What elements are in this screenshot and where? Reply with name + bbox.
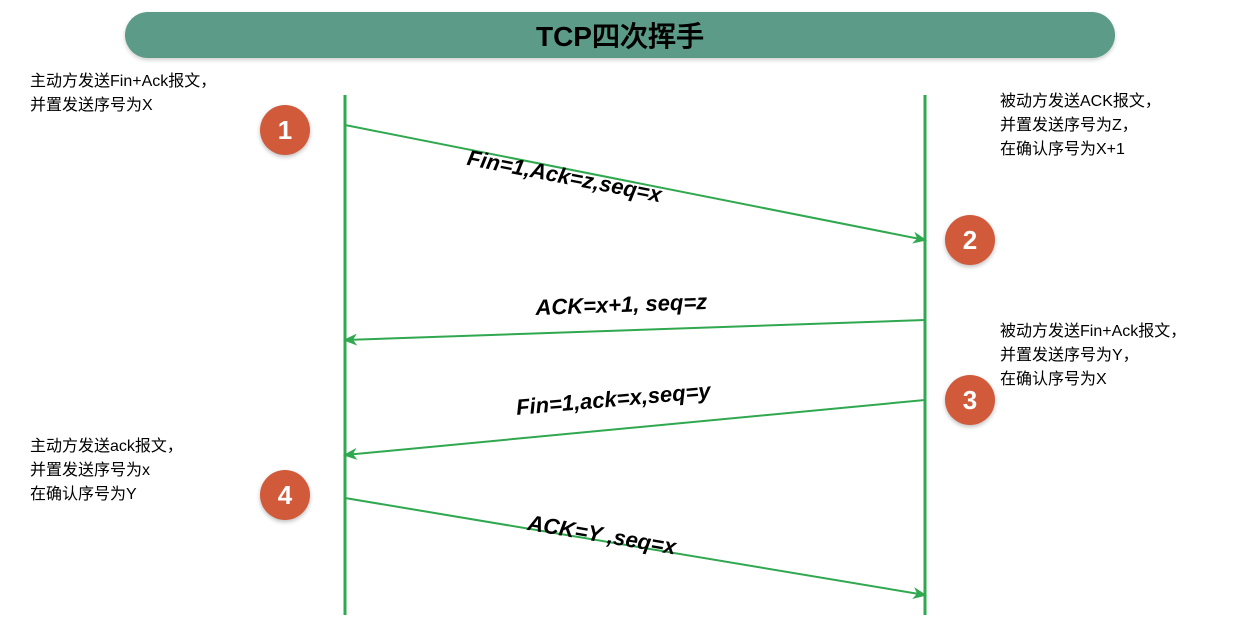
description-d2: 被动方发送ACK报文， 并置发送序号为Z， 在确认序号为X+1 xyxy=(1000,90,1230,162)
description-d3: 被动方发送Fin+Ack报文， 并置发送序号为Y， 在确认序号为X xyxy=(1000,320,1240,392)
step-badge-4: 4 xyxy=(260,470,310,520)
step-badge-1: 1 xyxy=(260,105,310,155)
step-badge-2: 2 xyxy=(945,215,995,265)
title-text: TCP四次挥手 xyxy=(536,15,704,55)
description-d1: 主动方发送Fin+Ack报文， 并置发送序号为X xyxy=(30,70,260,118)
arrow-label-4: ACK=Y ,seq=x xyxy=(526,510,678,560)
title-bar: TCP四次挥手 xyxy=(125,12,1115,58)
description-d4: 主动方发送ack报文， 并置发送序号为x 在确认序号为Y xyxy=(30,435,260,507)
step-badge-3: 3 xyxy=(945,375,995,425)
arrow-label-3: Fin=1,ack=x,seq=y xyxy=(515,378,712,421)
arrow-label-1: Fin=1,Ack=z,seq=x xyxy=(465,145,664,208)
arrow-label-2: ACK=x+1, seq=z xyxy=(535,289,708,321)
